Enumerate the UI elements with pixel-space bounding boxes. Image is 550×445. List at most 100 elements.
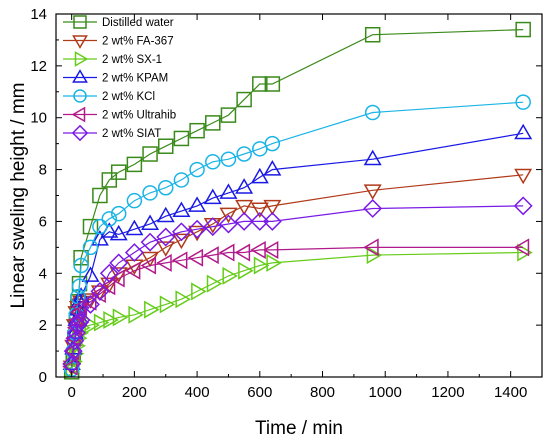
data-point-4-8 [92, 218, 108, 235]
legend-marker-4 [73, 89, 87, 103]
data-point-6-22 [513, 196, 533, 216]
data-point-1-21 [363, 184, 382, 200]
legend-item-2: 2 wt% SX-1 [63, 51, 162, 67]
legend-label-2: 2 wt% SX-1 [102, 54, 162, 66]
data-point-0-20 [264, 76, 281, 92]
data-point-3-7 [81, 266, 100, 282]
legend-label-0: Distilled water [102, 17, 174, 29]
data-point-1-22 [514, 168, 533, 185]
x-tick-label-600: 600 [247, 384, 272, 401]
data-point-6-14 [171, 222, 191, 242]
legend-item-4: 2 wt% KCl [63, 89, 155, 103]
ticks-layer: 0 200 400 600 800 1000 1200 1400 0 2 4 6 8 10 12 14 [30, 6, 542, 401]
data-point-1-19 [250, 202, 269, 219]
data-point-5-18 [234, 243, 251, 262]
data-point-6-8 [90, 281, 110, 301]
data-point-4-22 [515, 94, 531, 110]
data-point-2-18 [238, 261, 254, 280]
data-point-5-11 [124, 261, 141, 280]
data-point-6-11 [124, 243, 144, 263]
legend-label-4: 2 wt% KCl [102, 91, 155, 103]
data-point-6-12 [140, 232, 160, 252]
legend-marker-5 [71, 106, 86, 123]
y-tick-label-0: 0 [39, 369, 47, 386]
data-point-2-13 [159, 295, 176, 314]
data-point-5-15 [187, 248, 204, 267]
data-point-3-11 [125, 219, 144, 236]
data-point-0-18 [236, 91, 252, 108]
data-point-5-22 [513, 238, 530, 257]
data-point-6-21 [363, 199, 383, 218]
data-point-0-19 [252, 76, 268, 92]
data-point-0-7 [82, 218, 99, 235]
legend-label-5: 2 wt% Ultrahib [102, 110, 176, 122]
data-point-6-10 [109, 253, 129, 273]
data-point-6-13 [156, 227, 176, 247]
y-tick-label-8: 8 [39, 162, 47, 179]
data-point-6-16 [203, 217, 223, 237]
x-tick-label-400: 400 [185, 384, 210, 401]
data-point-5-21 [363, 238, 379, 257]
legend-item-3: 2 wt% KPAM [63, 69, 168, 85]
data-point-6-17 [218, 214, 238, 234]
data-point-4-17 [220, 151, 237, 167]
x-axis-title: Time / min [255, 418, 343, 439]
data-point-3-12 [141, 214, 160, 231]
legend-label-6: 2 wt% SIAT [102, 128, 161, 140]
series-line-6 [71, 205, 524, 365]
y-tick-label-4: 4 [39, 265, 47, 282]
y-axis-title: Linear sweling height / mm [8, 83, 29, 309]
data-point-1-14 [172, 233, 191, 250]
data-point-5-16 [203, 246, 219, 265]
legend-item-1: 2 wt% FA-367 [63, 35, 174, 49]
data-point-4-12 [142, 185, 158, 201]
legend-label-3: 2 wt% KPAM [102, 73, 168, 85]
data-point-3-13 [156, 206, 175, 223]
data-point-5-12 [140, 256, 157, 275]
data-point-0-21 [364, 26, 381, 43]
y-tick-label-12: 12 [30, 58, 47, 75]
data-point-4-13 [157, 179, 174, 196]
data-point-3-16 [203, 188, 222, 205]
data-point-0-8 [92, 187, 108, 204]
data-point-4-9 [101, 211, 118, 227]
data-point-1-10 [109, 267, 128, 283]
data-point-4-15 [189, 161, 205, 178]
data-point-3-22 [514, 123, 533, 140]
data-point-0-12 [142, 146, 158, 162]
data-point-3-15 [188, 196, 207, 212]
legend-item-6: 2 wt% SIAT [63, 124, 161, 142]
data-point-2-17 [222, 266, 238, 285]
data-point-0-22 [515, 21, 531, 38]
legend-marker-6 [71, 124, 89, 142]
data-point-2-21 [366, 246, 383, 265]
data-point-5-14 [171, 251, 188, 270]
data-point-1-18 [235, 199, 254, 216]
y-tick-label-6: 6 [39, 213, 47, 230]
y-tick-label-10: 10 [30, 110, 47, 127]
data-point-4-18 [236, 146, 252, 162]
legend-marker-3 [72, 69, 88, 83]
data-point-2-19 [253, 256, 270, 275]
data-point-6-6 [71, 310, 91, 330]
data-point-6-20 [262, 211, 282, 231]
data-point-2-14 [175, 290, 191, 309]
data-point-4-21 [364, 104, 381, 121]
data-point-0-17 [220, 107, 237, 123]
data-point-2-9 [103, 310, 119, 329]
data-point-4-5 [71, 278, 88, 294]
data-point-2-22 [517, 243, 533, 262]
data-point-6-19 [250, 211, 270, 231]
data-point-5-17 [218, 243, 235, 262]
x-tick-label-0: 0 [68, 384, 76, 401]
data-point-2-10 [112, 308, 129, 327]
series-line-4 [71, 101, 524, 370]
data-point-3-21 [363, 149, 382, 166]
data-point-0-16 [205, 115, 221, 131]
data-point-4-16 [205, 154, 221, 170]
data-point-1-17 [219, 207, 238, 224]
data-point-6-9 [99, 263, 119, 283]
data-point-3-10 [109, 224, 128, 241]
data-point-2-11 [128, 305, 144, 324]
